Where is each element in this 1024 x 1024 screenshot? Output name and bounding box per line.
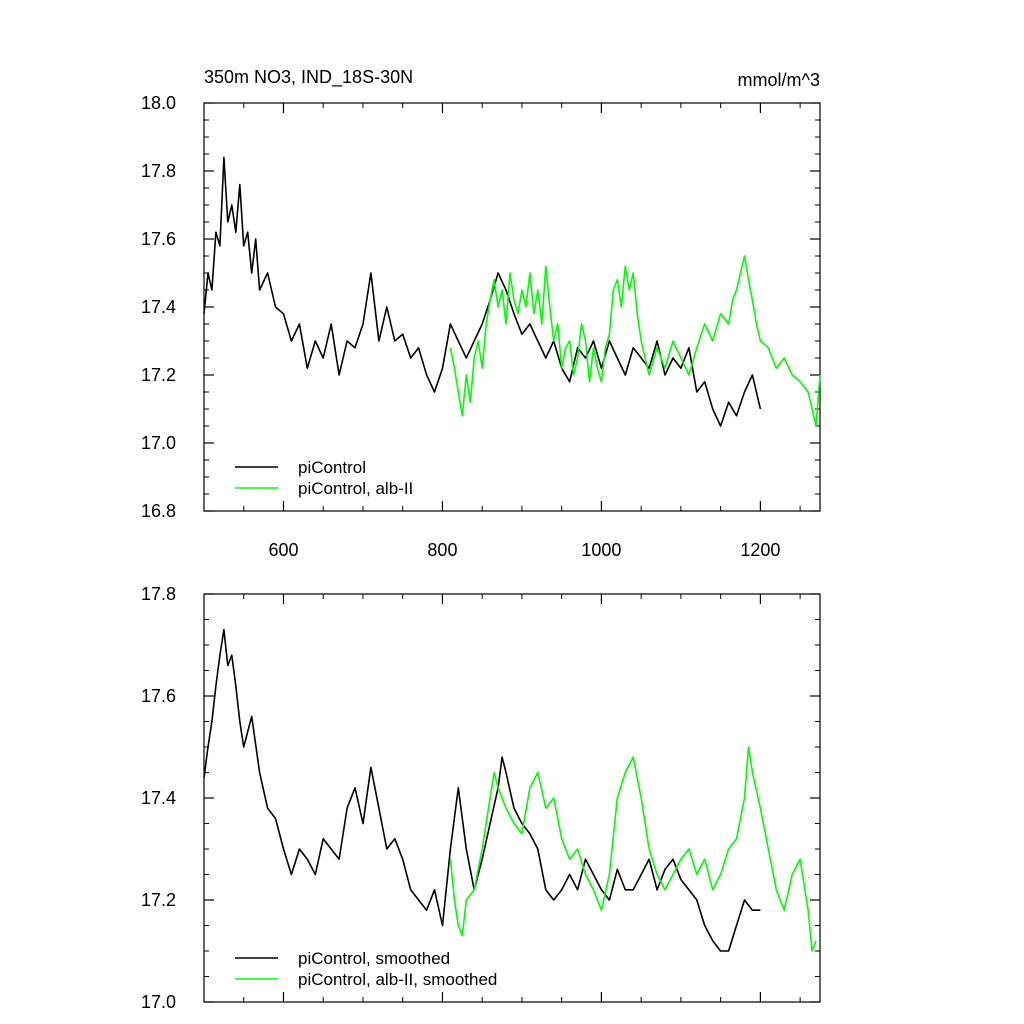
- legend-label: piControl, alb-II: [298, 479, 413, 498]
- top-axis-ticks: 16.8 17.0 17.2 17.4 17.6 17.8 18.0 600 800 1000 12…: [141, 93, 820, 560]
- x-tick-label: 1000: [581, 540, 621, 560]
- x-tick-label: 600: [268, 540, 298, 560]
- y-tick-label: 17.0: [141, 992, 176, 1012]
- bottom-panel: 17.0 17.2 17.4 17.6 17.8 piControl, smoothed…: [141, 584, 821, 1012]
- series-line-alb-ii: [449, 255, 821, 427]
- bottom-axis-ticks: 17.0 17.2 17.4 17.6 17.8: [141, 584, 820, 1012]
- y-tick-label: 16.8: [141, 501, 176, 521]
- y-tick-label: 17.4: [141, 297, 176, 317]
- series-line-picontrol: [203, 156, 762, 427]
- series-line-picontrol: [203, 628, 761, 952]
- y-tick-label: 17.2: [141, 890, 176, 910]
- legend-label: piControl, alb-II, smoothed: [298, 970, 497, 989]
- y-tick-label: 17.6: [141, 229, 176, 249]
- units-label: mmol/m^3: [738, 70, 820, 90]
- legend-label: piControl, smoothed: [298, 949, 450, 968]
- x-tick-label: 1200: [740, 540, 780, 560]
- y-tick-label: 17.8: [141, 161, 176, 181]
- y-tick-label: 17.4: [141, 788, 176, 808]
- y-tick-label: 17.2: [141, 365, 176, 385]
- y-tick-label: 18.0: [141, 93, 176, 113]
- bottom-legend: piControl, smoothed piControl, alb-II, sm…: [235, 949, 497, 989]
- y-tick-label: 17.6: [141, 686, 176, 706]
- chart-title: 350m NO3, IND_18S-30N: [204, 67, 413, 88]
- series-line-alb-ii: [449, 746, 817, 952]
- top-series-group: [203, 156, 821, 427]
- legend-label: piControl: [298, 458, 366, 477]
- top-panel: 350m NO3, IND_18S-30N mmol/m^3 16.817.01…: [141, 67, 821, 560]
- bottom-series-group: [203, 628, 817, 952]
- x-tick-label: 800: [427, 540, 457, 560]
- top-legend: piControl piControl, alb-II: [235, 458, 413, 498]
- y-tick-label: 17.8: [141, 584, 176, 604]
- y-tick-label: 17.0: [141, 433, 176, 453]
